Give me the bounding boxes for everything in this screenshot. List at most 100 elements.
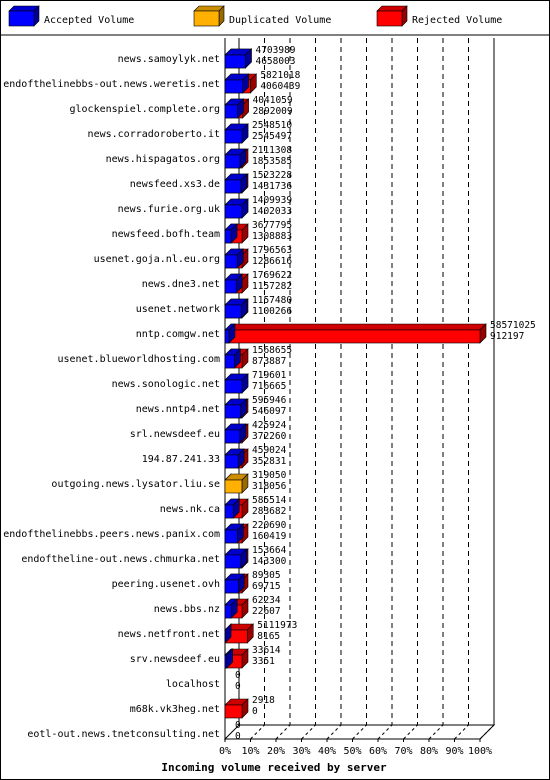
server-label: endoftheline-out.news.chmurka.net: [21, 554, 220, 565]
accepted-value-label: 912197: [490, 331, 524, 342]
total-value-label: 719601: [252, 370, 287, 381]
x-tick-label: 10%: [241, 746, 259, 757]
x-tick-label: 60%: [369, 746, 387, 757]
accepted-value-label: 1402033: [252, 206, 292, 217]
bar-accepted-front: [224, 129, 243, 144]
accepted-value-label: 8165: [257, 631, 280, 642]
server-label: 194.87.241.33: [142, 454, 220, 465]
accepted-value-label: 4658003: [255, 56, 295, 67]
accepted-value-label: 1100266: [252, 306, 292, 317]
total-value-label: 425924: [252, 420, 287, 431]
total-value-label: 220690: [252, 520, 287, 531]
server-label: news.hispagatos.org: [106, 154, 220, 165]
bar-accepted-front: [224, 604, 232, 619]
server-label: glockenspiel.complete.org: [69, 104, 220, 115]
accepted-value-label: 716665: [252, 381, 286, 392]
server-label: endofthelinebbs.peers.news.panix.com: [3, 529, 220, 540]
bar-accepted-front: [224, 204, 243, 219]
bar-accepted-front: [224, 79, 243, 94]
bar-accepted-front: [224, 54, 246, 69]
total-value-label: 2548510: [252, 120, 292, 131]
total-value-label: 5821018: [260, 70, 300, 81]
bar-rejected-front: [224, 329, 481, 344]
accepted-value-label: 873887: [252, 356, 286, 367]
bar-accepted-front: [224, 454, 239, 469]
total-value-label: 62234: [252, 595, 281, 606]
server-label: news.samoylyk.net: [118, 54, 220, 65]
total-value-label: 1796563: [252, 245, 292, 256]
bar-accepted-front: [224, 329, 230, 344]
bar-accepted-front: [224, 379, 243, 394]
total-value-label: 459024: [252, 445, 287, 456]
accepted-value-label: 1157282: [252, 281, 292, 292]
x-tick-label: 90%: [445, 746, 463, 757]
server-label: outgoing.news.lysator.liu.se: [51, 479, 220, 490]
accepted-value-label: 318056: [252, 481, 287, 492]
server-label: srv.newsdeef.eu: [130, 654, 220, 665]
bar-accepted-front: [224, 254, 238, 269]
x-tick-label: 100%: [468, 746, 492, 757]
accepted-value-label: 4060439: [260, 81, 300, 92]
accepted-value-label: 3351: [252, 656, 275, 667]
total-value-label: 4703989: [255, 45, 295, 56]
total-value-label: 58571025: [490, 320, 536, 331]
accepted-value-label: 283682: [252, 506, 286, 517]
bar-accepted-front: [224, 429, 241, 444]
x-tick-label: 40%: [318, 746, 336, 757]
x-tick-label: 50%: [343, 746, 361, 757]
server-label: newsfeed.bofh.team: [112, 229, 220, 240]
server-label: newsfeed.xs3.de: [130, 179, 220, 190]
accepted-value-label: 2892009: [253, 106, 293, 117]
legend-rejected-volume-swatch-front: [376, 10, 403, 27]
server-label: m68k.vk3heg.net: [130, 704, 220, 715]
server-label: news.bbs.nz: [154, 604, 220, 615]
bar-rejected-front: [224, 704, 243, 719]
bar-accepted-front: [224, 554, 242, 569]
x-axis-label: Incoming volume received by server: [161, 761, 387, 774]
bar-accepted-front: [224, 104, 238, 119]
accepted-value-label: 352831: [252, 456, 287, 467]
bar-accepted-front: [224, 304, 242, 319]
bar-accepted-front: [224, 279, 237, 294]
total-value-label: 4041059: [253, 95, 293, 106]
total-value-label: 153664: [252, 545, 287, 556]
accepted-value-label: 143300: [252, 556, 287, 567]
x-tick-label: 20%: [267, 746, 285, 757]
server-label: news.netfront.net: [118, 629, 220, 640]
accepted-value-label: 1308883: [252, 231, 292, 242]
bar-duplicated-front: [224, 479, 243, 494]
accepted-value-label: 1853585: [252, 156, 292, 167]
total-value-label: 585514: [252, 495, 287, 506]
server-label: usenet.goja.nl.eu.org: [94, 254, 220, 265]
total-value-label: 0: [235, 720, 241, 731]
server-label: nntp.comgw.net: [136, 329, 220, 340]
x-tick-label: 30%: [292, 746, 310, 757]
accepted-value-label: 0: [252, 706, 258, 717]
total-value-label: 319050: [252, 470, 287, 481]
bar-rejected-top: [224, 323, 487, 331]
total-value-label: 33614: [252, 645, 281, 656]
accepted-value-label: 0: [235, 681, 241, 692]
total-value-label: 1523228: [252, 170, 292, 181]
total-value-label: 1769622: [252, 270, 292, 281]
total-value-label: 1157480: [252, 295, 292, 306]
accepted-value-label: 546097: [252, 406, 286, 417]
server-label: news.nk.ca: [160, 504, 220, 515]
bar-accepted-front: [224, 154, 241, 169]
bar-accepted-front: [224, 579, 239, 594]
x-tick-label: 80%: [420, 746, 438, 757]
bar-accepted-front: [224, 229, 232, 244]
bar-accepted-front: [224, 504, 234, 519]
total-value-label: 595946: [252, 395, 287, 406]
accepted-value-label: 0: [235, 731, 241, 742]
bar-accepted-front: [224, 404, 241, 419]
accepted-value-label: 2545497: [252, 131, 292, 142]
legend-duplicated-volume-swatch-front: [193, 10, 220, 27]
total-value-label: 89305: [252, 570, 281, 581]
accepted-value-label: 372260: [252, 431, 287, 442]
accepted-value-label: 69715: [252, 581, 281, 592]
server-label: endofthelinebbs-out.news.weretis.net: [3, 79, 220, 90]
legend-duplicated-volume-label: Duplicated Volume: [229, 15, 331, 26]
legend-accepted-volume-swatch-front: [8, 10, 35, 27]
